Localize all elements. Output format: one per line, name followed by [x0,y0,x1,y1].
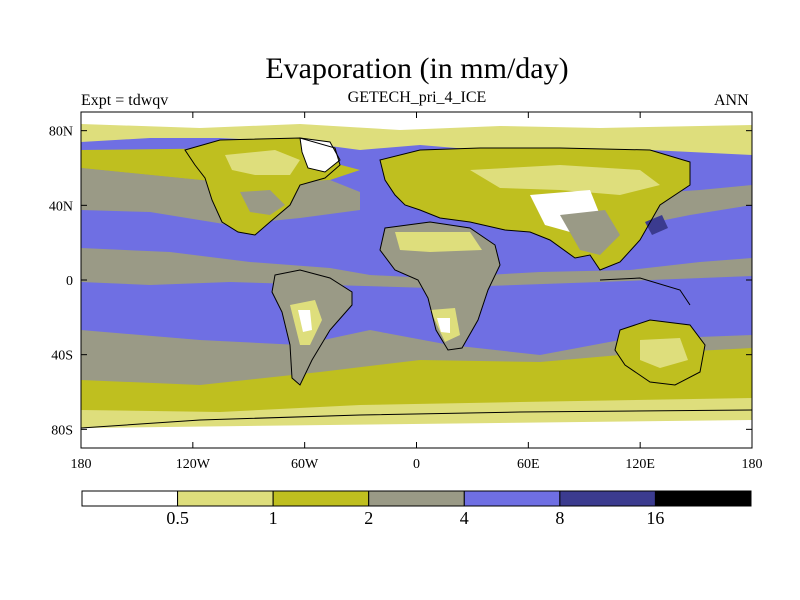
coastlines [81,137,752,429]
australia-interior-0-5-1 [640,338,688,368]
colorbar-label: 1 [269,508,278,528]
x-tick-label: 180 [742,457,763,472]
colorbar-box-0 [81,490,179,507]
colorbar-box-6 [654,490,752,507]
x-tick-label: 60W [291,457,319,472]
map-subtitle: GETECH_pri_4_ICE [347,89,487,106]
y-tick-label: 0 [66,274,73,289]
antarctic-lt-0-5 [81,420,752,448]
y-tick-label: 80N [49,125,73,140]
colorbar-box-2 [272,490,370,507]
x-tick-label: 120W [176,457,211,472]
kuroshio-8-16 [645,215,668,235]
y-axis-ticks: 80N 40N 0 40S 80S [49,125,752,438]
north-america-land [185,138,340,235]
sahara-0-5-1 [395,232,482,252]
x-tick-label: 120E [625,457,655,472]
y-tick-label: 80S [51,423,73,438]
y-tick-label: 40S [51,349,73,364]
colorbar-label: 0.5 [166,508,189,528]
southern-1-2-band [81,348,752,430]
colorbar-label: 16 [646,508,664,528]
colorbar-label: 4 [460,508,469,528]
season-label: ANN [714,92,749,109]
atacama-lt-0-5 [298,310,312,332]
colorbar-box-5 [559,490,656,507]
kalahari-lt-0-5 [437,318,450,333]
x-tick-label: 60E [517,457,540,472]
south-asia-2-4 [560,210,620,255]
siberia-0-5-1 [470,165,660,195]
africa-land [380,222,500,350]
colorbar-box-1 [177,490,274,507]
canada-0-5-1 [225,150,300,175]
colorbar-label: 2 [364,508,373,528]
equatorial-2-4-band [81,248,752,288]
colorbar-box-4 [463,490,561,507]
colorbar-label: 8 [555,508,564,528]
colorbar: 0.5 1 2 4 8 16 [81,490,752,528]
us-east-2-4 [240,190,285,215]
experiment-label: Expt = tdwqv [81,92,169,109]
map-title: Evaporation (in mm/day) [265,52,569,85]
y-tick-label: 40N [49,199,73,214]
evaporation-field [81,112,752,448]
colorbar-box-3 [368,490,465,507]
arctic-lt-0-5 [81,112,752,130]
x-tick-label: 0 [413,457,420,472]
x-tick-label: 180 [71,457,92,472]
x-axis-ticks: 180 120W 60W 0 60E 120E 180 [71,112,763,472]
